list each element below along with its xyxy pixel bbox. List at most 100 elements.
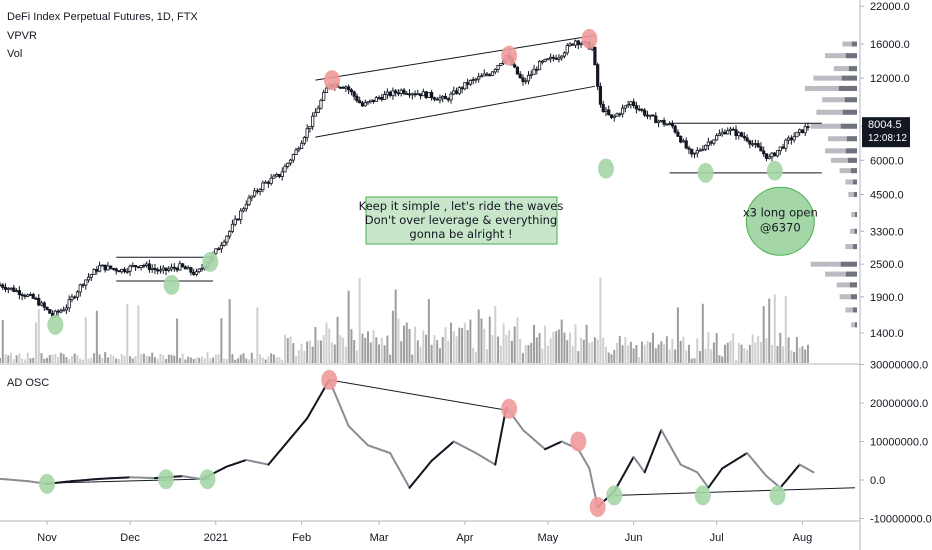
volume-bar (676, 307, 679, 363)
volume-bar (665, 336, 668, 363)
volume-bar (765, 338, 768, 363)
vpvr-bar-up (852, 179, 857, 185)
vpvr-bar-up (854, 228, 857, 234)
volume-bar (613, 349, 616, 363)
candle-body (612, 115, 616, 118)
osc-segment (494, 449, 500, 466)
volume-bar (57, 356, 60, 363)
candle-body (383, 94, 387, 100)
candle-body (75, 291, 80, 298)
candle-body (167, 268, 171, 271)
volume-bar (776, 346, 779, 363)
volume-bar (762, 305, 765, 363)
volume-bar (203, 358, 206, 363)
volume-bar (798, 347, 801, 363)
volume-bar (46, 357, 49, 363)
time-tick-label: Jun (625, 532, 643, 544)
candle-body (172, 266, 176, 269)
volume-bar (638, 357, 641, 363)
candle-body (543, 58, 547, 62)
vpvr-bar-up (838, 85, 857, 91)
volume-bar (602, 337, 605, 363)
candle-body (147, 263, 152, 271)
volume-bar (278, 357, 281, 363)
candle-body (496, 65, 500, 70)
candle-body (687, 147, 691, 150)
vpvr-bar-up (844, 97, 857, 103)
candle-body (554, 57, 558, 60)
candle-body (291, 154, 295, 161)
osc-segment (591, 480, 596, 496)
volume-bar (585, 324, 588, 363)
volume-bar (236, 358, 239, 363)
volume-bar (317, 340, 320, 363)
red-marker (570, 431, 587, 452)
volume-bar (319, 340, 322, 363)
candle-body (623, 105, 627, 109)
volume-bar (472, 347, 475, 363)
candle-body (573, 40, 578, 46)
volume-bar (32, 357, 35, 363)
candle-body (515, 66, 520, 75)
candle-body (466, 82, 470, 85)
time-tick-label: Jul (710, 532, 724, 544)
volume-bar (469, 319, 472, 363)
osc-segment (654, 436, 660, 446)
ad-osc-line (0, 378, 815, 508)
candle-body (56, 310, 60, 313)
volume-bar (170, 354, 173, 363)
vpvr-label[interactable]: VPVR (7, 30, 37, 42)
candle-body (676, 131, 680, 137)
volume-bar (112, 355, 115, 363)
volume-bar (544, 325, 547, 363)
volume-bar (270, 353, 273, 363)
volume-bar (140, 354, 143, 363)
candle-body (37, 297, 41, 306)
volume-bar (378, 344, 381, 363)
green-marker (769, 485, 786, 506)
candle-body (100, 264, 104, 267)
volume-bar (68, 358, 71, 363)
candle-body (106, 265, 110, 271)
candle-body (471, 79, 475, 81)
volume-bar (12, 359, 15, 363)
volume-bar (538, 333, 541, 363)
volume-bar (297, 350, 300, 363)
volume-bar (491, 334, 494, 363)
candle-body (302, 137, 306, 144)
volume-bar (214, 354, 217, 363)
candle-body (463, 82, 467, 90)
candle-body (363, 102, 367, 107)
candle-body (230, 223, 235, 232)
volume-bar (466, 330, 469, 363)
candles (0, 39, 810, 320)
volume-bar (82, 359, 85, 363)
candle-body (92, 269, 96, 275)
volume-bar (134, 356, 137, 363)
volume-bar (225, 358, 228, 363)
volume-bar (726, 342, 729, 363)
candle-body (26, 294, 30, 297)
candle-body (443, 95, 448, 100)
vol-label[interactable]: Vol (7, 48, 22, 60)
candle-body (3, 287, 8, 290)
volume-bar (145, 355, 148, 363)
volume-bar (704, 348, 707, 363)
osc-label[interactable]: AD OSC (7, 377, 49, 389)
candle-body (175, 267, 179, 271)
volume-bar (106, 357, 109, 363)
volume-bar (308, 340, 311, 363)
candle-body (153, 268, 157, 271)
osc-axis-ticks: -10000000.0 0.0 10000000.0 20000000.0 300000… (860, 360, 932, 526)
candle-body (59, 310, 63, 313)
vpvr-bar (839, 294, 857, 300)
candle-body (313, 112, 318, 117)
volume-bar (148, 356, 151, 363)
candle-body (634, 105, 639, 110)
candle-body (133, 265, 138, 268)
volume-bar (386, 335, 389, 363)
price-tick-label: 2500.0 (870, 259, 904, 271)
volume-bar (618, 335, 621, 363)
volume-bar (632, 348, 635, 363)
volume-bar (621, 345, 624, 363)
